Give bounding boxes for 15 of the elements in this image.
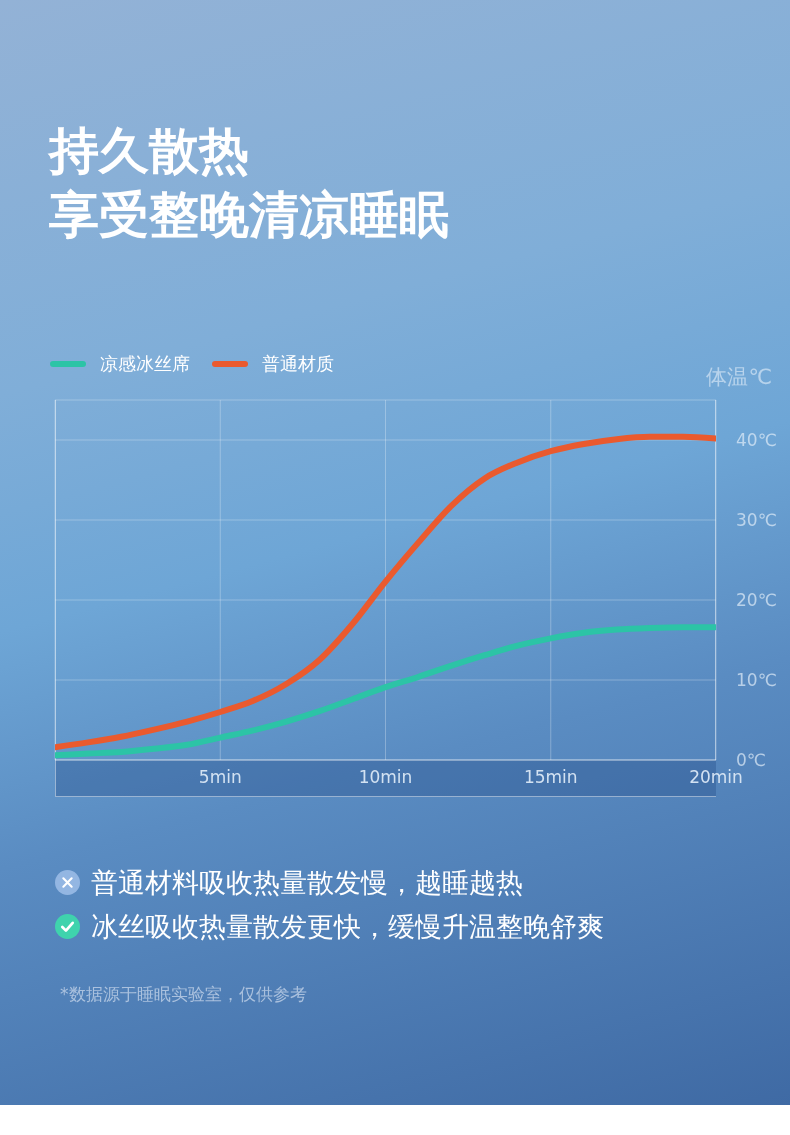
y-tick-label: 40℃ [736,430,777,451]
chart-subtitle: 享受整晚清凉睡眠 [49,185,449,246]
x-tick-label: 5min [198,767,242,788]
x-tick-label: 10min [358,767,413,788]
text: 普通材料吸收热量散发慢，越睡越热 [91,867,523,898]
legend-label: 凉感冰丝席 [100,352,190,376]
y-tick-label: 10℃ [736,670,777,691]
text: 冰丝吸收热量散发更快，缓慢升温整晚舒爽 [91,911,604,942]
y-tick-label: 30℃ [736,510,777,531]
x-tick-label: 15min [523,767,578,788]
chart-title: 持久散热 [49,121,249,182]
text: *数据源于睡眠实验室，仅供参考 [60,983,307,1006]
y-axis-title: 体温℃ [706,365,772,389]
y-tick-label: 20℃ [736,590,777,611]
legend-label: 普通材质 [262,352,334,376]
